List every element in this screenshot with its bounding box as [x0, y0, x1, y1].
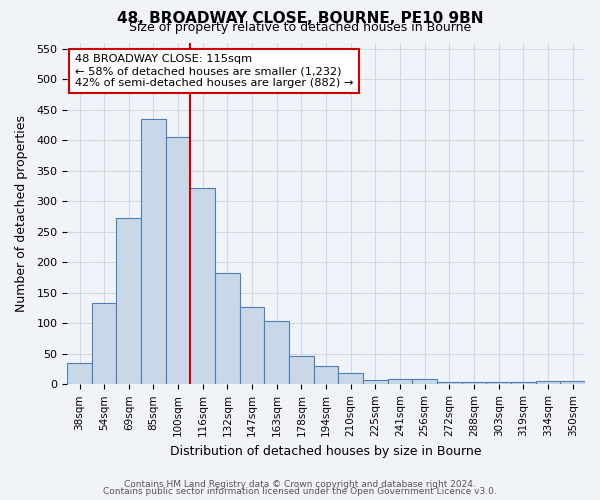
Bar — [462, 382, 487, 384]
Bar — [67, 363, 92, 384]
Bar — [338, 374, 363, 384]
Bar — [289, 356, 314, 384]
Bar — [141, 119, 166, 384]
Text: Size of property relative to detached houses in Bourne: Size of property relative to detached ho… — [129, 22, 471, 35]
Bar — [388, 380, 412, 384]
Bar — [412, 379, 437, 384]
Bar — [560, 382, 585, 384]
Bar — [190, 188, 215, 384]
Text: Contains public sector information licensed under the Open Government Licence v3: Contains public sector information licen… — [103, 488, 497, 496]
Text: 48 BROADWAY CLOSE: 115sqm
← 58% of detached houses are smaller (1,232)
42% of se: 48 BROADWAY CLOSE: 115sqm ← 58% of detac… — [75, 54, 353, 88]
Bar — [92, 303, 116, 384]
Text: 48, BROADWAY CLOSE, BOURNE, PE10 9BN: 48, BROADWAY CLOSE, BOURNE, PE10 9BN — [117, 11, 483, 26]
Bar — [166, 137, 190, 384]
Text: Contains HM Land Registry data © Crown copyright and database right 2024.: Contains HM Land Registry data © Crown c… — [124, 480, 476, 489]
Bar — [511, 382, 536, 384]
Bar — [437, 382, 462, 384]
Bar — [314, 366, 338, 384]
Bar — [487, 382, 511, 384]
Bar — [265, 322, 289, 384]
Bar — [363, 380, 388, 384]
Bar — [240, 308, 265, 384]
Bar — [116, 218, 141, 384]
Y-axis label: Number of detached properties: Number of detached properties — [15, 115, 28, 312]
X-axis label: Distribution of detached houses by size in Bourne: Distribution of detached houses by size … — [170, 444, 482, 458]
Bar — [215, 272, 240, 384]
Bar — [536, 382, 560, 384]
